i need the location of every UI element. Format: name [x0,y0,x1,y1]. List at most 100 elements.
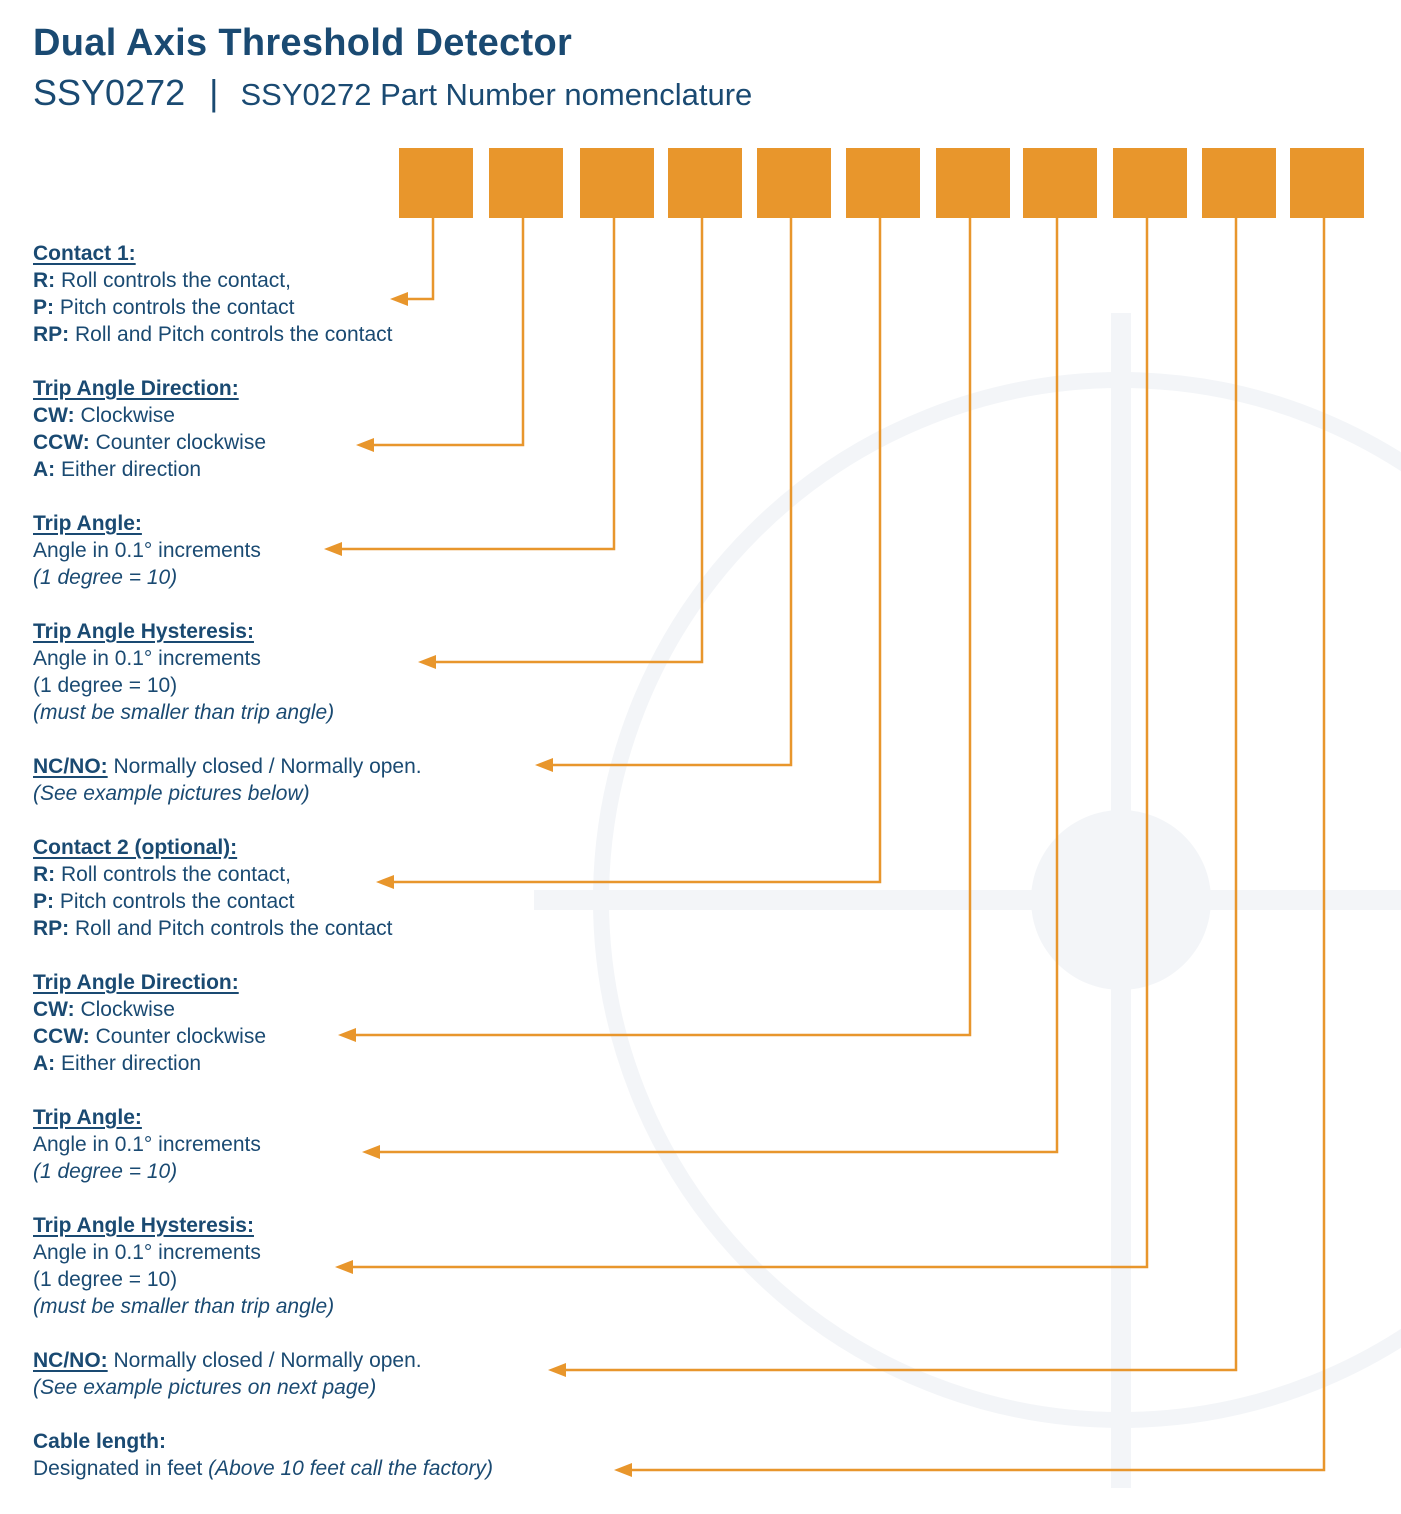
part-code-box-7 [936,148,1010,218]
field-text: (1 degree = 10) [33,674,178,697]
field-heading-line: Trip Angle Direction: [33,969,266,996]
option-description: Roll and Pitch controls the contact [69,323,393,346]
arrow-left-icon [338,1028,356,1042]
field-line: RP: Roll and Pitch controls the contact [33,915,393,942]
option-code: CCW: [33,431,90,454]
field-line: (See example pictures below) [33,780,422,807]
field-heading: NC/NO: [33,1349,108,1372]
field-line: CCW: Counter clockwise [33,1023,266,1050]
part-code-box-11 [1290,148,1364,218]
option-description: Pitch controls the contact [54,296,295,319]
part-number: SSY0272 [33,72,186,113]
field-text: Angle in 0.1° increments [33,539,261,562]
connector-line-3 [336,218,616,551]
field-heading: Cable length: [33,1430,167,1453]
arrow-left-icon [535,758,553,772]
field-line: Designated in feet (Above 10 feet call t… [33,1455,493,1482]
field-line: P: Pitch controls the contact [33,294,393,321]
field-text: (1 degree = 10) [33,1268,178,1291]
field-line: CW: Clockwise [33,996,266,1023]
option-code: CCW: [33,1025,90,1048]
arrow-left-icon [356,438,374,452]
field-heading-line: Trip Angle: [33,510,261,537]
part-code-box-1 [399,148,473,218]
field-line: R: Roll controls the contact, [33,267,393,294]
field-heading-line: Trip Angle Hysteresis: [33,1212,334,1239]
field-block-9: Trip Angle Hysteresis: Angle in 0.1° incr… [33,1212,334,1320]
connector-line-2 [368,218,525,447]
field-line: (1 degree = 10) [33,564,261,591]
field-line: Angle in 0.1° increments [33,1131,261,1158]
field-heading: Trip Angle: [33,512,142,535]
field-heading: NC/NO: [33,755,108,778]
field-line: (must be smaller than trip angle) [33,699,334,726]
field-text: Angle in 0.1° increments [33,1133,261,1156]
field-heading: Trip Angle Hysteresis: [33,1214,254,1237]
connector-line-10 [560,218,1238,1372]
option-code: RP: [33,323,70,346]
option-code: A: [33,1052,56,1075]
field-line: CW: Clockwise [33,402,266,429]
connector-line-7 [350,218,972,1037]
connector-line-4 [430,218,704,664]
field-heading-line: Trip Angle Hysteresis: [33,618,334,645]
page-title: Dual Axis Threshold Detector [33,22,573,64]
option-code: A: [33,458,56,481]
arrow-left-icon [324,542,342,556]
field-line: (1 degree = 10) [33,1266,334,1293]
field-block-2: Trip Angle Direction: CW: Clockwise CCW: C… [33,375,266,483]
field-text: Angle in 0.1° increments [33,647,261,670]
option-description: Counter clockwise [89,1025,266,1048]
option-code: P: [33,890,54,913]
field-line: Angle in 0.1° increments [33,1239,334,1266]
connector-line-9 [347,218,1149,1269]
arrow-left-icon [418,655,436,669]
arrow-left-icon [390,292,408,306]
part-code-box-3 [580,148,654,218]
field-heading: Trip Angle Direction: [33,971,239,994]
field-text: (1 degree = 10) [33,566,178,589]
part-code-box-5 [757,148,831,218]
option-description: Either direction [55,1052,202,1075]
connector-line-6 [388,218,882,884]
field-line: (must be smaller than trip angle) [33,1293,334,1320]
connector-line-8 [374,218,1059,1154]
option-code: R: [33,269,56,292]
connector-line-1 [402,218,435,301]
option-code: CW: [33,404,75,427]
option-code: P: [33,296,54,319]
field-block-4: Trip Angle Hysteresis: Angle in 0.1° incr… [33,618,334,726]
field-line: CCW: Counter clockwise [33,429,266,456]
part-code-box-9 [1113,148,1187,218]
field-heading: Trip Angle Hysteresis: [33,620,254,643]
field-line: RP: Roll and Pitch controls the contact [33,321,393,348]
field-heading-text: Normally closed / Normally open. [107,1349,422,1372]
field-heading-text: Normally closed / Normally open. [107,755,422,778]
field-line: A: Either direction [33,1050,266,1077]
option-description: Clockwise [74,998,175,1021]
option-code: CW: [33,998,75,1021]
field-heading: Trip Angle Direction: [33,377,239,400]
field-heading-line: Contact 1: [33,240,393,267]
arrow-left-icon [548,1363,566,1377]
part-code-box-8 [1023,148,1097,218]
field-line: A: Either direction [33,456,266,483]
field-heading-line: Contact 2 (optional): [33,834,393,861]
connector-line-11 [626,218,1326,1472]
field-block-6: Contact 2 (optional): R: Roll controls th… [33,834,393,942]
field-line: Angle in 0.1° increments [33,645,334,672]
option-code: RP: [33,917,70,940]
field-text: (See example pictures below) [33,782,310,805]
arrow-left-icon [362,1145,380,1159]
option-description: Roll controls the contact, [55,269,291,292]
field-heading-line: Trip Angle: [33,1104,261,1131]
field-line: P: Pitch controls the contact [33,888,393,915]
field-text: Angle in 0.1° increments [33,1241,261,1264]
field-line: (1 degree = 10) [33,672,334,699]
option-description: Pitch controls the contact [54,890,295,913]
part-code-box-6 [846,148,920,218]
field-heading-line: NC/NO: Normally closed / Normally open. [33,753,422,780]
field-text: (1 degree = 10) [33,1160,178,1183]
arrow-left-icon [614,1463,632,1477]
